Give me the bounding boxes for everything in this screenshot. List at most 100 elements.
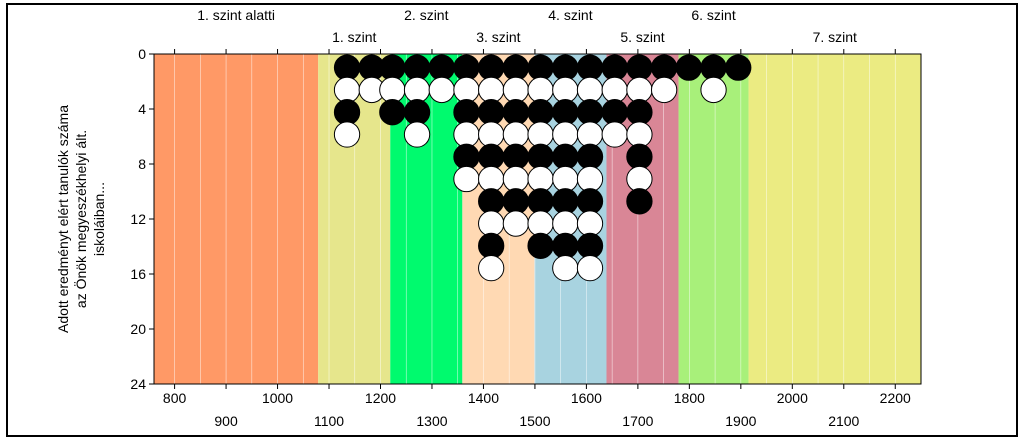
y-tick-label: 20 bbox=[130, 321, 146, 337]
student-dot-white bbox=[626, 121, 653, 148]
student-dot-black bbox=[552, 188, 579, 215]
student-dot-white bbox=[576, 210, 604, 237]
x-tick-label: 1900 bbox=[725, 413, 756, 429]
student-dot-white bbox=[502, 210, 530, 237]
student-dot-white bbox=[650, 76, 678, 104]
level-label: 5. szint bbox=[620, 29, 664, 45]
level-band-0 bbox=[154, 54, 319, 384]
level-label: 1. szint bbox=[332, 29, 376, 45]
student-dot-white bbox=[453, 165, 480, 193]
y-tick-label: 16 bbox=[130, 266, 146, 282]
student-dot-black bbox=[502, 188, 530, 215]
student-dot-black bbox=[576, 232, 604, 260]
y-axis-title-line: az Önök megyeszékhelyi ált. bbox=[72, 130, 89, 308]
student-dot-black bbox=[478, 188, 505, 215]
student-dot-white bbox=[478, 210, 505, 237]
x-tick-label: 1000 bbox=[262, 390, 293, 406]
student-dot-black bbox=[527, 143, 554, 170]
student-dot-black bbox=[478, 143, 505, 170]
student-dot-black bbox=[403, 99, 431, 126]
student-dot-white bbox=[478, 76, 505, 104]
student-dot-white bbox=[453, 121, 480, 148]
y-tick-label: 8 bbox=[138, 156, 146, 172]
student-dot-white bbox=[552, 121, 579, 148]
x-tick-label: 1800 bbox=[674, 390, 705, 406]
x-tick-label: 1200 bbox=[365, 390, 396, 406]
x-tick-label: 900 bbox=[214, 413, 238, 429]
student-dot-white bbox=[552, 165, 579, 193]
student-dot-black bbox=[502, 143, 530, 170]
student-dot-black bbox=[478, 232, 505, 260]
student-dot-white bbox=[478, 165, 505, 193]
student-dot-black bbox=[527, 54, 554, 81]
student-dot-black bbox=[453, 99, 480, 126]
student-dot-white bbox=[478, 254, 505, 282]
student-dot-black bbox=[626, 143, 653, 170]
y-tick-label: 24 bbox=[130, 376, 146, 392]
student-dot-white bbox=[502, 165, 530, 193]
student-dot-black bbox=[502, 99, 530, 126]
student-dot-black bbox=[626, 54, 653, 81]
student-dot-black bbox=[379, 54, 406, 81]
student-dot-white bbox=[601, 121, 628, 148]
student-dot-black bbox=[725, 54, 752, 81]
student-dot-black bbox=[700, 54, 727, 81]
student-dot-black bbox=[527, 188, 554, 215]
x-tick-label: 1600 bbox=[571, 390, 602, 406]
y-tick-label: 12 bbox=[130, 211, 146, 227]
student-dot-black bbox=[403, 54, 431, 81]
student-dot-white bbox=[527, 165, 554, 193]
student-dot-white bbox=[333, 76, 361, 104]
student-dot-white bbox=[502, 121, 530, 148]
student-dot-black bbox=[453, 143, 480, 170]
level-band-7 bbox=[748, 54, 921, 384]
level-label: 4. szint bbox=[548, 7, 592, 23]
student-dot-black bbox=[333, 99, 361, 126]
student-dot-black bbox=[626, 188, 653, 215]
student-dot-black bbox=[576, 143, 604, 170]
student-dot-white bbox=[626, 165, 653, 193]
student-dot-black bbox=[552, 232, 579, 260]
student-dot-black bbox=[650, 54, 678, 81]
student-dot-white bbox=[527, 121, 554, 148]
x-tick-label: 800 bbox=[163, 390, 187, 406]
x-tick-label: 2200 bbox=[880, 390, 911, 406]
student-dot-black bbox=[333, 54, 361, 81]
student-dot-white bbox=[700, 76, 727, 104]
student-dot-white bbox=[552, 76, 579, 104]
student-dot-white bbox=[576, 76, 604, 104]
student-dot-white bbox=[379, 76, 406, 104]
student-dot-black bbox=[428, 54, 455, 81]
student-dot-black bbox=[379, 99, 406, 126]
student-dot-white bbox=[478, 121, 505, 148]
student-dot-white bbox=[576, 165, 604, 193]
level-label: 3. szint bbox=[476, 29, 520, 45]
x-tick-label: 1700 bbox=[622, 413, 653, 429]
student-dot-black bbox=[552, 54, 579, 81]
level-label: 1. szint alatti bbox=[197, 7, 275, 23]
y-tick-label: 4 bbox=[138, 101, 146, 117]
student-dot-white bbox=[403, 76, 431, 104]
student-dot-white bbox=[403, 121, 431, 148]
student-dot-white bbox=[601, 76, 628, 104]
x-tick-label: 1500 bbox=[519, 413, 550, 429]
y-axis-title-line: iskoláiban... bbox=[91, 182, 107, 256]
student-dot-black bbox=[552, 99, 579, 126]
student-dot-black bbox=[478, 99, 505, 126]
y-tick-label: 0 bbox=[138, 46, 146, 62]
x-tick-label: 1100 bbox=[314, 413, 344, 429]
x-tick-label: 2100 bbox=[828, 413, 859, 429]
level-band-6 bbox=[678, 54, 749, 384]
student-dot-black bbox=[675, 54, 702, 81]
level-label: 2. szint bbox=[404, 7, 448, 23]
student-dot-white bbox=[333, 121, 361, 148]
student-dot-black bbox=[453, 54, 480, 81]
student-dot-black bbox=[527, 232, 554, 260]
student-dot-white bbox=[527, 76, 554, 104]
level-label: 7. szint bbox=[813, 29, 857, 45]
student-dot-black bbox=[527, 99, 554, 126]
student-dot-black bbox=[601, 99, 628, 126]
x-tick-label: 1300 bbox=[416, 413, 447, 429]
student-dot-white bbox=[527, 210, 554, 237]
